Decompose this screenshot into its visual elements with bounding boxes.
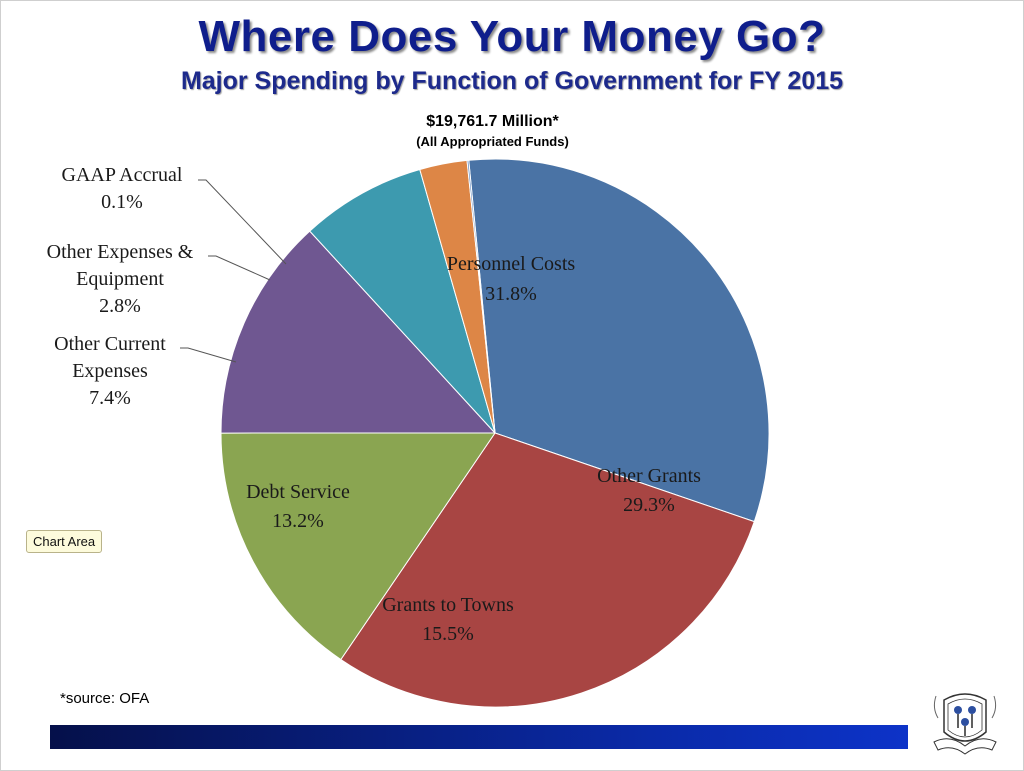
outer-label-gaap-accrual: GAAP Accrual (62, 164, 183, 186)
outer-label-other-expenses-equipment: Other Expenses & (47, 241, 194, 263)
chart-area-tooltip: Chart Area (26, 530, 103, 553)
slice-value-grants-to-towns: 15.5% (422, 623, 474, 645)
pie-slice-debt-service (220, 230, 497, 434)
outer-value-other-current-expenses: 7.4% (89, 387, 131, 409)
footer-bar (50, 725, 908, 749)
outer-label-other-current-expenses-line2: Expenses (72, 360, 148, 382)
slice-value-other-grants: 29.3% (623, 494, 675, 516)
total-amount: $19,761.7 Million* (426, 113, 559, 130)
outer-label-other-current-expenses: Other Current (54, 333, 166, 355)
chart-title: Where Does Your Money Go? (198, 12, 826, 61)
slice-label-other-grants: Other Grants (597, 465, 701, 487)
pie-slice-personnel-costs (468, 158, 770, 523)
slice-value-debt-service: 13.2% (272, 510, 324, 532)
outer-value-other-expenses-equipment: 2.8% (99, 295, 141, 317)
slice-label-grants-to-towns: Grants to Towns (382, 594, 514, 616)
leader-line-other-expenses-equipment (208, 255, 271, 281)
slice-value-personnel-costs: 31.8% (485, 283, 537, 305)
pie-slice-grants-to-towns (220, 432, 496, 661)
leader-line-gaap-accrual (198, 179, 287, 265)
slice-label-debt-service: Debt Service (246, 481, 350, 503)
pie-slice-other-grants (340, 432, 755, 708)
state-seal-logo (933, 693, 997, 755)
slice-label-personnel-costs: Personnel Costs (447, 253, 576, 275)
chart-subtitle: Major Spending by Function of Government… (180, 67, 844, 95)
source-note: *source: OFA (60, 690, 150, 707)
pie-slice-other-current-expenses (309, 168, 496, 434)
total-note: (All Appropriated Funds) (416, 134, 569, 149)
outer-value-gaap-accrual: 0.1% (101, 191, 143, 213)
leader-line-other-current-expenses (180, 347, 237, 363)
outer-label-other-expenses-equipment-line2: Equipment (76, 268, 164, 290)
pie-slice-gaap-accrual (466, 159, 496, 434)
